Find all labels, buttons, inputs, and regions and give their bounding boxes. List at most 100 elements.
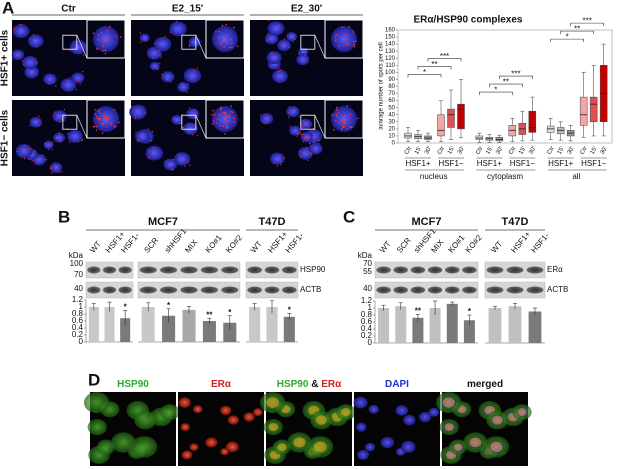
micrograph bbox=[11, 19, 126, 96]
spot bbox=[19, 23, 22, 26]
band bbox=[200, 286, 218, 294]
spot bbox=[352, 31, 354, 33]
significance-bracket bbox=[407, 74, 442, 78]
spot bbox=[56, 117, 58, 119]
panel-label: C bbox=[343, 207, 355, 226]
spot bbox=[61, 171, 63, 173]
spot bbox=[148, 128, 150, 130]
spot bbox=[342, 120, 344, 123]
spot bbox=[106, 119, 109, 122]
x-tick-label: 30' bbox=[457, 146, 466, 156]
nucleus bbox=[153, 36, 172, 52]
band-label: ACTB bbox=[547, 285, 568, 294]
significance-label: ** bbox=[503, 78, 509, 87]
spot bbox=[136, 110, 138, 112]
spot bbox=[309, 145, 312, 147]
nucleus bbox=[296, 54, 310, 66]
zoom-box bbox=[62, 34, 78, 50]
spot bbox=[230, 105, 233, 108]
spot bbox=[96, 125, 98, 128]
spot bbox=[349, 125, 351, 128]
band bbox=[87, 266, 101, 274]
spot bbox=[47, 149, 49, 151]
column-header: E2_15' bbox=[172, 4, 203, 15]
column-header: merged bbox=[467, 379, 503, 390]
spot bbox=[135, 115, 137, 117]
spot bbox=[152, 152, 155, 154]
nucleus bbox=[171, 114, 183, 125]
spot bbox=[336, 109, 338, 111]
spot bbox=[192, 134, 194, 136]
spot bbox=[335, 106, 338, 109]
cytoplasm bbox=[83, 391, 110, 414]
spot bbox=[179, 160, 181, 162]
band bbox=[462, 286, 477, 294]
nucleus bbox=[277, 39, 292, 52]
x-tick-label: Ctr bbox=[475, 146, 484, 156]
bar bbox=[283, 316, 295, 342]
spot bbox=[33, 150, 36, 152]
nucleus bbox=[403, 414, 416, 426]
zoom-line bbox=[76, 35, 88, 59]
spot bbox=[159, 54, 161, 57]
band bbox=[506, 286, 524, 294]
spot bbox=[106, 40, 109, 42]
nucleus bbox=[69, 39, 88, 55]
er-nucleus bbox=[227, 415, 239, 425]
spot bbox=[49, 74, 51, 77]
x-tick-label: Ctr bbox=[508, 146, 517, 156]
x-tick-label: 30' bbox=[424, 146, 433, 156]
spot bbox=[106, 29, 109, 32]
y-tick-label: 140 bbox=[385, 42, 396, 48]
spot bbox=[106, 117, 109, 120]
box bbox=[447, 108, 455, 128]
spot bbox=[63, 108, 66, 111]
significance-bracket bbox=[499, 75, 533, 80]
spot bbox=[224, 115, 227, 118]
band bbox=[376, 266, 391, 274]
spot bbox=[35, 158, 37, 160]
er-nucleus bbox=[180, 423, 191, 432]
spot bbox=[137, 139, 139, 141]
bar bbox=[104, 307, 115, 342]
y-tick-label: 120 bbox=[385, 56, 396, 62]
y-tick-label: 0.8 bbox=[361, 310, 373, 319]
spot bbox=[341, 26, 344, 28]
spot bbox=[294, 38, 296, 40]
spot bbox=[189, 107, 191, 109]
spot bbox=[268, 19, 270, 22]
spot bbox=[292, 41, 294, 43]
bar bbox=[429, 308, 441, 343]
column-header: HSP90 bbox=[117, 379, 149, 390]
er-nucleus bbox=[266, 397, 279, 408]
spot bbox=[350, 126, 353, 128]
lane-label: MIX bbox=[429, 237, 445, 254]
spot bbox=[345, 44, 348, 46]
spot bbox=[218, 30, 220, 33]
band-label: HSP90 bbox=[300, 265, 326, 274]
spot bbox=[300, 156, 302, 158]
kda-tick: 70 bbox=[363, 259, 372, 268]
nucleus bbox=[267, 21, 285, 36]
kda-title: kDa bbox=[358, 251, 373, 260]
spot bbox=[102, 45, 105, 48]
spot bbox=[302, 126, 304, 128]
spot bbox=[58, 132, 60, 134]
box bbox=[579, 96, 588, 126]
spot bbox=[110, 123, 112, 125]
x-tick-label: 15' bbox=[447, 146, 456, 156]
zoom-box bbox=[300, 34, 316, 50]
y-tick-label: 1.2 bbox=[72, 295, 84, 304]
group-label: MCF7 bbox=[412, 216, 442, 228]
spot bbox=[94, 112, 97, 115]
spot bbox=[105, 121, 107, 123]
nucleus bbox=[67, 129, 83, 143]
nucleus bbox=[22, 55, 39, 70]
spot bbox=[335, 120, 337, 122]
nucleus bbox=[145, 145, 164, 161]
significance-bracket bbox=[427, 58, 462, 62]
spot bbox=[74, 40, 76, 43]
er-nucleus bbox=[453, 443, 463, 451]
spot bbox=[58, 137, 60, 140]
significance-label: * bbox=[288, 305, 292, 314]
